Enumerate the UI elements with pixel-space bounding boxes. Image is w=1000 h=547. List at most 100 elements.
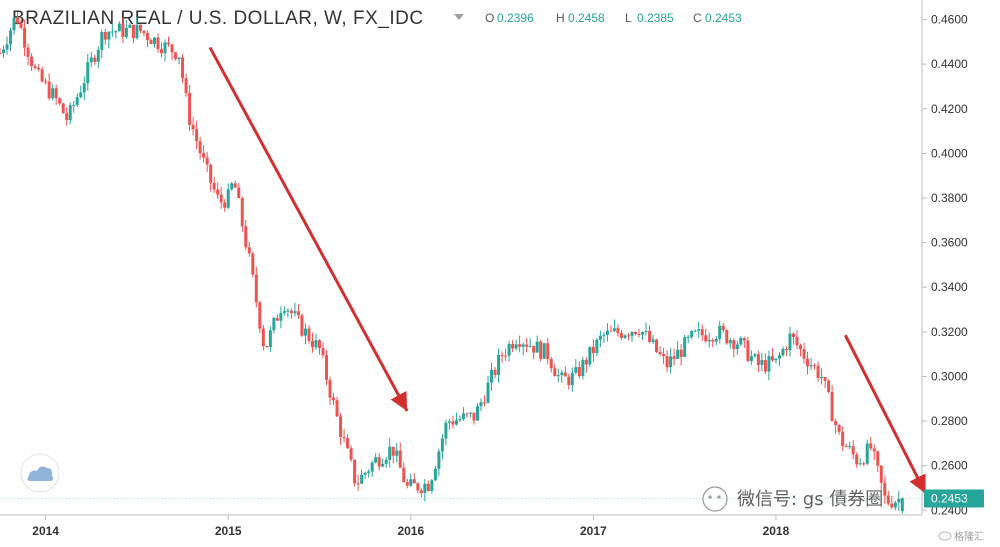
candle-body[interactable] [570, 372, 574, 385]
candle-body[interactable] [683, 337, 687, 357]
candle-body[interactable] [219, 194, 223, 203]
candle-body[interactable] [388, 446, 392, 460]
candle-body[interactable] [2, 49, 6, 54]
candle-body[interactable] [240, 198, 244, 227]
candle-body[interactable] [384, 459, 388, 464]
candle-body[interactable] [760, 360, 764, 366]
candle-body[interactable] [33, 66, 37, 69]
candle-body[interactable] [813, 365, 817, 367]
candle-body[interactable] [862, 463, 866, 465]
candle-body[interactable] [795, 337, 799, 346]
candle-body[interactable] [497, 354, 501, 375]
candle-body[interactable] [335, 400, 339, 417]
candle-body[interactable] [770, 356, 774, 361]
candle-body[interactable] [560, 372, 564, 376]
candle-body[interactable] [233, 183, 237, 188]
candle-body[interactable] [367, 471, 371, 474]
candle-body[interactable] [202, 153, 206, 158]
candle-body[interactable] [707, 339, 711, 342]
candle-body[interactable] [588, 346, 592, 365]
candle-body[interactable] [430, 480, 434, 491]
candle-body[interactable] [268, 330, 272, 348]
candle-body[interactable] [377, 457, 381, 467]
candle-body[interactable] [746, 340, 750, 361]
candle-body[interactable] [258, 302, 262, 329]
candle-body[interactable] [61, 103, 65, 114]
candle-body[interactable] [363, 473, 367, 475]
candle-body[interactable] [563, 372, 567, 377]
candle-body[interactable] [93, 57, 97, 62]
candle-body[interactable] [314, 340, 318, 348]
candle-body[interactable] [774, 358, 778, 361]
candle-body[interactable] [286, 310, 290, 312]
candle-body[interactable] [820, 376, 824, 379]
candle-body[interactable] [381, 463, 385, 467]
candle-body[interactable] [212, 182, 216, 190]
candle-body[interactable] [893, 502, 897, 508]
candle-body[interactable] [237, 187, 241, 199]
candle-body[interactable] [412, 479, 416, 484]
candle-body[interactable] [461, 413, 465, 420]
candle-body[interactable] [518, 344, 522, 347]
candle-body[interactable] [686, 337, 690, 339]
candle-body[interactable] [539, 341, 543, 359]
candle-body[interactable] [623, 335, 627, 338]
candle-body[interactable] [837, 425, 841, 432]
candle-body[interactable] [749, 356, 753, 361]
candle-body[interactable] [5, 44, 9, 50]
candlestick-series[interactable] [0, 11, 904, 514]
candle-body[interactable] [395, 450, 399, 456]
candle-body[interactable] [549, 359, 553, 369]
candle-body[interactable] [156, 37, 160, 50]
candle-body[interactable] [110, 31, 114, 33]
candle-body[interactable] [318, 340, 322, 349]
candle-body[interactable] [332, 397, 336, 401]
candle-body[interactable] [483, 402, 487, 404]
candle-body[interactable] [577, 367, 581, 377]
candle-body[interactable] [247, 247, 251, 254]
candle-body[interactable] [886, 495, 890, 504]
candle-body[interactable] [40, 69, 44, 82]
candle-body[interactable] [879, 465, 883, 483]
candle-body[interactable] [128, 24, 132, 28]
candle-body[interactable] [465, 413, 469, 415]
candle-body[interactable] [356, 483, 360, 485]
candle-body[interactable] [781, 348, 785, 356]
candle-body[interactable] [261, 328, 265, 346]
candle-body[interactable] [665, 356, 669, 368]
candle-body[interactable] [142, 30, 146, 34]
candle-body[interactable] [655, 339, 659, 352]
candle-body[interactable] [23, 27, 27, 48]
candle-body[interactable] [107, 31, 111, 40]
candle-body[interactable] [581, 359, 585, 377]
candle-body[interactable] [525, 344, 529, 347]
candle-body[interactable] [546, 343, 550, 360]
candle-body[interactable] [641, 332, 645, 335]
candle-body[interactable] [209, 164, 213, 183]
candle-body[interactable] [690, 331, 694, 338]
candle-body[interactable] [181, 57, 185, 79]
candle-body[interactable] [883, 482, 887, 496]
candle-body[interactable] [325, 355, 329, 381]
candle-body[interactable] [697, 329, 701, 331]
candle-body[interactable] [514, 344, 518, 349]
candle-body[interactable] [454, 420, 458, 425]
candle-body[interactable] [777, 355, 781, 359]
candle-body[interactable] [402, 467, 406, 483]
candle-body[interactable] [244, 226, 248, 248]
candle-body[interactable] [293, 311, 297, 314]
candle-body[interactable] [802, 349, 806, 359]
candle-body[interactable] [897, 498, 901, 503]
candle-body[interactable] [79, 92, 83, 98]
chevron-down-icon[interactable] [454, 14, 464, 20]
candle-body[interactable] [900, 498, 904, 512]
candle-body[interactable] [184, 78, 188, 94]
candle-body[interactable] [374, 457, 378, 463]
candle-body[interactable] [360, 474, 364, 484]
candle-body[interactable] [100, 31, 104, 50]
candle-body[interactable] [12, 17, 16, 31]
candle-body[interactable] [149, 40, 153, 45]
candle-body[interactable] [504, 355, 508, 357]
candle-body[interactable] [30, 56, 34, 67]
candle-body[interactable] [195, 129, 199, 142]
